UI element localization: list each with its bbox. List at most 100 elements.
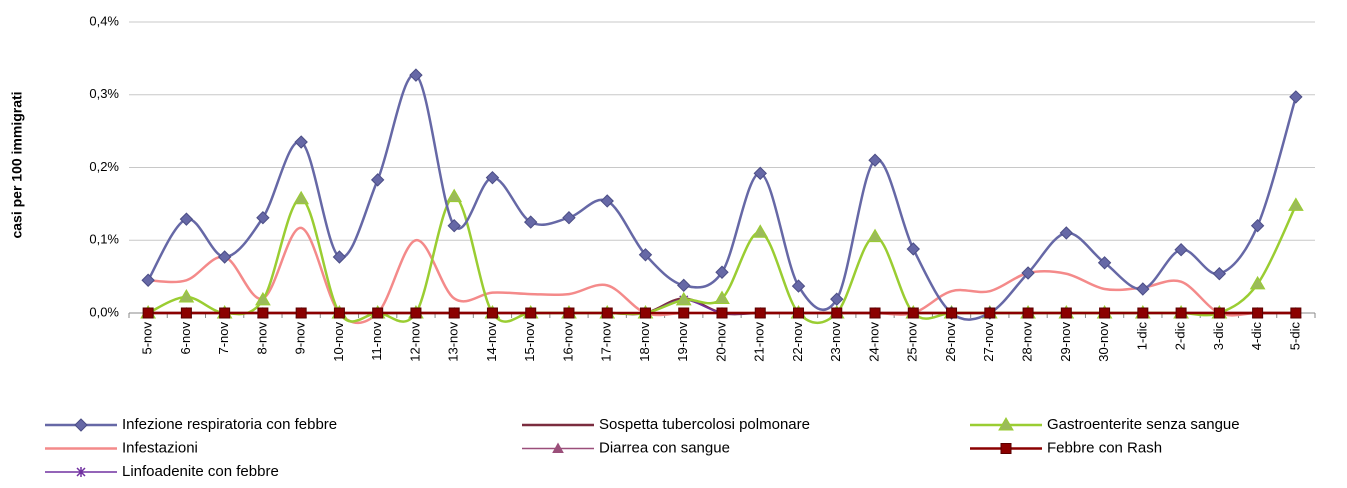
marker [753, 166, 767, 181]
x-tick-label: 2-dic [1173, 322, 1188, 351]
marker [1212, 267, 1227, 281]
marker [142, 307, 154, 319]
x-tick-label: 29-nov [1058, 322, 1073, 362]
marker [180, 307, 192, 319]
x-tick-label: 20-nov [713, 322, 728, 362]
x-tick-label: 13-nov [446, 322, 461, 362]
marker [793, 307, 805, 319]
x-tick-label: 8-nov [254, 322, 269, 355]
x-tick-label: 28-nov [1020, 322, 1035, 362]
x-tick-label: 19-nov [675, 322, 690, 362]
marker [1136, 282, 1150, 296]
marker [294, 135, 308, 149]
marker [869, 307, 881, 319]
marker [831, 307, 843, 319]
x-tick-label: 27-nov [981, 322, 996, 362]
legend-label: Diarrea con sangue [599, 439, 730, 456]
x-tick-label: 6-nov [178, 322, 193, 355]
marker [372, 307, 384, 319]
marker [1290, 307, 1302, 319]
x-tick-label: 24-nov [866, 322, 881, 362]
marker [1099, 307, 1111, 319]
marker [1250, 218, 1265, 233]
marker [677, 278, 691, 293]
x-tick-label: 5-nov [140, 322, 155, 355]
marker [409, 68, 423, 82]
marker [370, 173, 385, 187]
marker [257, 307, 269, 319]
y-axis-label: casi per 100 immigrati [9, 91, 25, 238]
marker [293, 190, 310, 205]
marker [714, 290, 730, 304]
y-tick-label: 0,0% [89, 304, 119, 319]
marker [867, 228, 883, 243]
legend-label: Infestazioni [122, 439, 198, 456]
x-tick-label: 16-nov [560, 322, 575, 362]
marker [178, 289, 195, 303]
marker [217, 250, 232, 264]
marker [715, 265, 729, 279]
marker [562, 210, 576, 225]
y-tick-label: 0,4% [89, 13, 119, 28]
x-tick-label: 14-nov [484, 322, 499, 362]
marker [678, 307, 690, 319]
marker [179, 212, 194, 226]
marker [830, 292, 844, 306]
x-tick-label: 3-dic [1211, 322, 1226, 351]
marker [946, 307, 958, 319]
marker [295, 307, 307, 319]
marker [1213, 307, 1225, 319]
marker [525, 307, 537, 319]
marker [600, 194, 614, 208]
x-tick-label: 18-nov [637, 322, 652, 362]
x-tick-label: 21-nov [752, 322, 767, 362]
marker [675, 291, 692, 306]
marker [446, 188, 463, 203]
y-tick-label: 0,2% [89, 159, 119, 174]
marker [998, 417, 1014, 431]
marker [333, 307, 345, 319]
x-tick-label: 7-nov [216, 322, 231, 355]
x-tick-label: 23-nov [828, 322, 843, 362]
marker [1059, 226, 1074, 240]
marker [1060, 307, 1072, 319]
x-tick-label: 1-dic [1134, 322, 1149, 351]
y-tick-label: 0,3% [89, 86, 119, 101]
marker [1137, 307, 1149, 319]
x-tick-label: 26-nov [943, 322, 958, 362]
marker [485, 170, 500, 185]
marker [255, 291, 271, 306]
legend-label: Febbre con Rash [1047, 439, 1162, 456]
marker [1097, 256, 1112, 270]
marker [1289, 90, 1303, 104]
marker [1174, 243, 1188, 257]
marker [219, 307, 231, 319]
marker [1288, 197, 1304, 211]
x-tick-label: 25-nov [905, 322, 920, 362]
marker [1252, 307, 1264, 319]
marker [524, 215, 538, 229]
x-tick-label: 11-nov [369, 322, 384, 361]
marker [410, 307, 422, 319]
marker [448, 307, 460, 319]
marker [754, 307, 766, 319]
legend-label: Gastroenterite senza sangue [1047, 416, 1240, 433]
marker [716, 307, 728, 319]
x-tick-label: 15-nov [522, 322, 537, 362]
x-tick-label: 9-nov [293, 322, 308, 355]
marker [447, 218, 461, 233]
marker [906, 242, 920, 256]
x-tick-label: 10-nov [331, 322, 346, 362]
legend-label: Infezione respiratoria con febbre [122, 416, 337, 433]
x-tick-label: 22-nov [790, 322, 805, 362]
marker [256, 210, 270, 225]
legend-label: Linfoadenite con febbre [122, 463, 279, 480]
marker [332, 250, 347, 264]
y-tick-label: 0,1% [89, 232, 119, 247]
marker [868, 153, 882, 167]
marker [1175, 307, 1187, 319]
x-tick-label: 4-dic [1249, 322, 1264, 351]
marker [486, 307, 498, 319]
marker [1249, 275, 1266, 290]
